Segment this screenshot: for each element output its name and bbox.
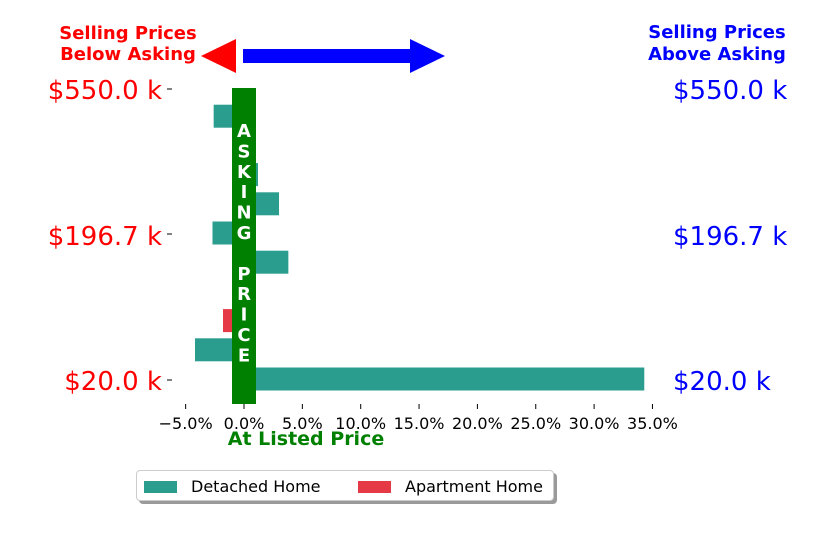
legend-label-detached: Detached Home bbox=[191, 477, 321, 496]
asking-price-letter: P bbox=[237, 264, 250, 285]
asking-price-letter: C bbox=[237, 325, 250, 346]
x-tick-label: 0.0% bbox=[224, 414, 265, 433]
legend: Detached Home Apartment Home bbox=[136, 470, 554, 501]
x-tick-label: −5.0% bbox=[159, 414, 213, 433]
x-tick-label: 10.0% bbox=[335, 414, 386, 433]
above-asking-label-line2: Above Asking bbox=[648, 44, 786, 65]
asking-price-letter: E bbox=[238, 345, 250, 366]
y-tick-label: $196.7 k bbox=[48, 222, 162, 252]
y-tick-labels-right: $550.0 k $196.7 k $20.0 k bbox=[673, 76, 787, 397]
asking-price-bar bbox=[232, 88, 256, 404]
y-tick-labels: $550.0 k $196.7 k $20.0 k bbox=[48, 76, 172, 397]
x-tick-label: 25.0% bbox=[510, 414, 561, 433]
x-tick-label: 15.0% bbox=[394, 414, 445, 433]
asking-price-letter: I bbox=[241, 305, 248, 326]
legend-item-apartment: Apartment Home bbox=[358, 477, 543, 496]
asking-price-letter: A bbox=[237, 121, 251, 142]
y-tick-label-right: $196.7 k bbox=[673, 222, 787, 252]
left-arrow-icon bbox=[201, 39, 236, 73]
bar-detached-home bbox=[194, 338, 244, 362]
right-arrow-shaft bbox=[243, 49, 413, 63]
asking-price-letter: R bbox=[237, 284, 251, 305]
below-asking-label-line1: Selling Prices bbox=[59, 23, 196, 44]
y-tick-label: $550.0 k bbox=[48, 76, 162, 106]
y-tick-label-right: $20.0 k bbox=[673, 367, 771, 397]
above-asking-label-line1: Selling Prices bbox=[648, 22, 785, 43]
asking-price-letter: G bbox=[237, 223, 252, 244]
y-tick-label-right: $550.0 k bbox=[673, 76, 787, 106]
asking-price-letter: K bbox=[237, 162, 252, 183]
x-tick-label: 5.0% bbox=[282, 414, 323, 433]
right-arrow-icon bbox=[410, 39, 445, 73]
legend-swatch-apartment bbox=[358, 480, 391, 493]
x-tick-label: 30.0% bbox=[569, 414, 620, 433]
bars-group bbox=[194, 104, 645, 391]
below-asking-label-line2: Below Asking bbox=[60, 44, 196, 65]
asking-price-letter: N bbox=[236, 203, 251, 224]
x-axis: −5.0% 0.0% 5.0% 10.0% 15.0% 20.0% 25.0% 30.0% 35… bbox=[159, 404, 678, 433]
x-tick-label: 20.0% bbox=[452, 414, 503, 433]
asking-price-letter: S bbox=[238, 141, 251, 162]
x-tick-label: 35.0% bbox=[627, 414, 678, 433]
asking-price-letter: I bbox=[241, 182, 248, 203]
bar-detached-home bbox=[244, 367, 645, 391]
legend-label-apartment: Apartment Home bbox=[405, 477, 543, 496]
legend-swatch-detached bbox=[144, 480, 177, 493]
y-tick-label: $20.0 k bbox=[64, 367, 162, 397]
x-axis-label: At Listed Price bbox=[228, 428, 384, 450]
legend-item-detached: Detached Home bbox=[144, 477, 321, 496]
